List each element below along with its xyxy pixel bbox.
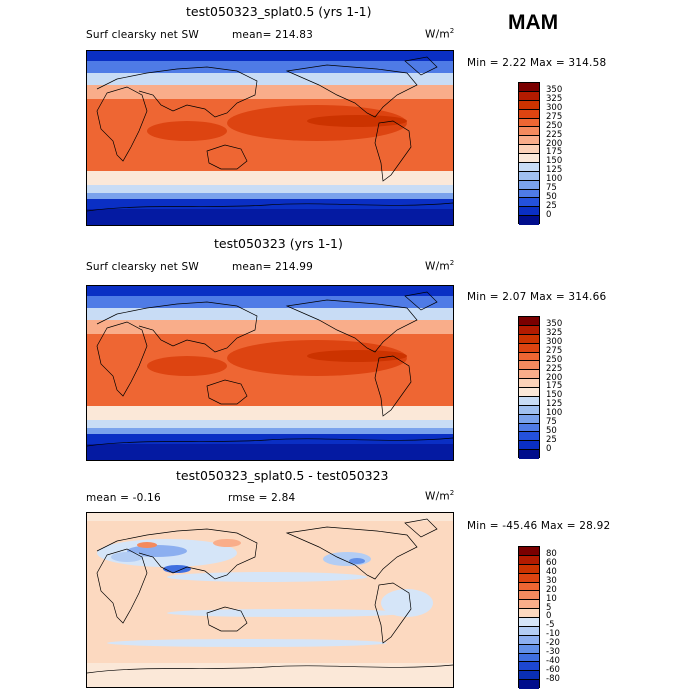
panel-2-colorbar: [518, 316, 540, 459]
panel-2-tick: 150: [546, 390, 563, 400]
panel-3-tick: 80: [546, 549, 557, 559]
panel-1-greenland-coast: [404, 56, 438, 76]
panel-1-map: [86, 50, 454, 226]
panel-3-africa-coast: [96, 548, 148, 624]
panel-2-tick: 300: [546, 337, 563, 347]
panel-2-samerica-coast: [374, 355, 412, 417]
panel-3-tick: -20: [546, 638, 560, 648]
panel-1-title: test050323_splat0.5 (yrs 1-1): [186, 4, 372, 19]
panel-2-tick: 175: [546, 381, 563, 391]
panel-2-namerica-coast: [285, 299, 418, 353]
panel-1-tick: 125: [546, 165, 563, 175]
panel-3-antarctica-coast: [86, 664, 454, 674]
panel-3-tick: -30: [546, 647, 560, 657]
panel-1-tick: 0: [546, 210, 552, 220]
panel-1-tick: 75: [546, 183, 557, 193]
panel-1-tick: 150: [546, 156, 563, 166]
panel-1-tick: 100: [546, 174, 563, 184]
panel-2-tick: 100: [546, 408, 563, 418]
panel-3-tick: 20: [546, 585, 557, 595]
panel-3-mean-label: mean = -0.16: [86, 492, 161, 504]
panel-1-tick: 25: [546, 201, 557, 211]
panel-1-namerica-coast: [285, 64, 418, 118]
panel-1-eurasia-coast: [96, 66, 258, 118]
panel-1-map-field: [86, 51, 454, 225]
panel-3-samerica-coast: [374, 582, 412, 644]
panel-2-antarctica-coast: [86, 437, 454, 447]
panel-2-eurasia-coast: [96, 301, 258, 353]
panel-2-australia-coast: [206, 379, 248, 405]
panel-3-minmax: Min = -45.46 Max = 28.92: [467, 520, 611, 532]
panel-1-tick: 350: [546, 85, 563, 95]
panel-2-title: test050323 (yrs 1-1): [214, 236, 343, 251]
panel-3-tick: -5: [546, 620, 555, 630]
panel-2-tick: 125: [546, 399, 563, 409]
panel-3-tick: 10: [546, 594, 557, 604]
panel-3-tick: -80: [546, 674, 560, 684]
panel-1-tick: 325: [546, 94, 563, 104]
panel-1-tick: 275: [546, 112, 563, 122]
panel-1-tick: 250: [546, 121, 563, 131]
panel-3-tick: -60: [546, 665, 560, 675]
panel-1-tick: 300: [546, 103, 563, 113]
panel-2-tick: 225: [546, 364, 563, 374]
panel-2-minmax: Min = 2.07 Max = 314.66: [467, 291, 607, 303]
panel-3-rmse-label: rmse = 2.84: [228, 492, 296, 504]
panel-2-tick: 350: [546, 319, 563, 329]
panel-2-tick: 250: [546, 355, 563, 365]
panel-1-australia-coast: [206, 144, 248, 170]
panel-2-variable-label: Surf clearsky net SW: [86, 261, 199, 273]
panel-2-tick: 200: [546, 373, 563, 383]
panel-1-minmax: Min = 2.22 Max = 314.58: [467, 57, 607, 69]
panel-2-mean-label: mean= 214.99: [232, 261, 314, 273]
panel-3-namerica-coast: [285, 526, 418, 580]
panel-3-map-field: [86, 513, 454, 687]
panel-3-tick: 60: [546, 558, 557, 568]
panel-1-mean-label: mean= 214.83: [232, 29, 314, 41]
panel-1-tick: 175: [546, 147, 563, 157]
panel-2-tick: 325: [546, 328, 563, 338]
panel-2-units: W/m2: [425, 259, 455, 273]
panel-3-map: [86, 512, 454, 688]
panel-2-tick: 25: [546, 435, 557, 445]
panel-1-africa-coast: [96, 86, 148, 162]
panel-1-variable-label: Surf clearsky net SW: [86, 29, 199, 41]
panel-3-colorbar: [518, 546, 540, 689]
panel-1-colorbar: [518, 82, 540, 225]
panel-1-tick: 225: [546, 130, 563, 140]
panel-1-samerica-coast: [374, 120, 412, 182]
panel-2-map: [86, 285, 454, 461]
panel-2-tick: 275: [546, 346, 563, 356]
panel-2-tick: 0: [546, 444, 552, 454]
panel-2-greenland-coast: [404, 291, 438, 311]
panel-3-tick: -40: [546, 656, 560, 666]
season-label: MAM: [508, 11, 559, 34]
panel-3-australia-coast: [206, 606, 248, 632]
panel-3-greenland-coast: [404, 518, 438, 538]
panel-1-tick: 50: [546, 192, 557, 202]
panel-3-tick: 40: [546, 567, 557, 577]
panel-2-tick: 75: [546, 417, 557, 427]
panel-2-map-field: [86, 286, 454, 460]
panel-2-tick: 50: [546, 426, 557, 436]
panel-3-eurasia-coast: [96, 528, 258, 580]
panel-1-antarctica-coast: [86, 202, 454, 212]
panel-1-units: W/m2: [425, 27, 455, 41]
panel-3-tick: 30: [546, 576, 557, 586]
panel-1-tick: 200: [546, 139, 563, 149]
panel-2-africa-coast: [96, 321, 148, 397]
panel-3-units: W/m2: [425, 489, 455, 503]
panel-3-title: test050323_splat0.5 - test050323: [176, 468, 389, 483]
panel-3-tick: -10: [546, 629, 560, 639]
panel-3-tick: 0: [546, 611, 552, 621]
panel-3-tick: 5: [546, 603, 552, 613]
